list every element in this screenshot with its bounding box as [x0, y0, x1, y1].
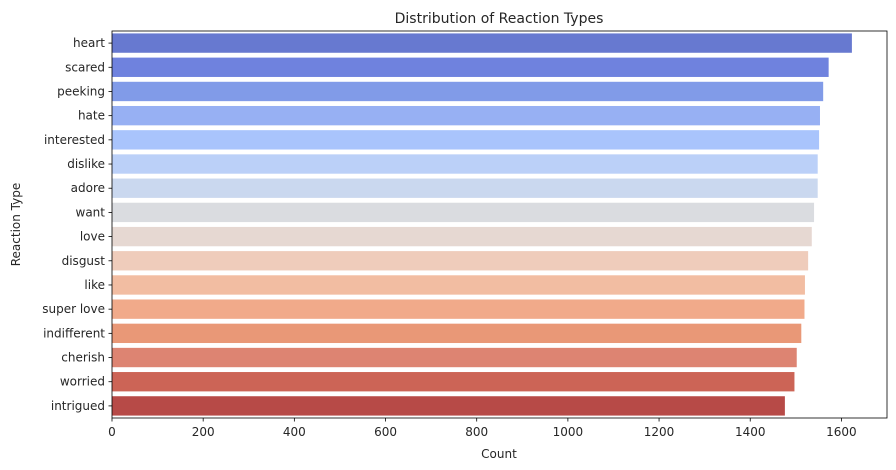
y-tick-label: like: [84, 278, 105, 292]
bar-heart: [112, 33, 852, 53]
bar-scared: [112, 57, 829, 77]
x-tick-label: 200: [192, 425, 215, 439]
y-tick-label: peeking: [57, 84, 105, 98]
y-tick-label: intrigued: [51, 399, 105, 413]
y-tick-label: love: [80, 230, 105, 244]
bars-group: [112, 33, 852, 416]
y-tick-label: dislike: [67, 157, 105, 171]
plot-frame: [111, 30, 888, 419]
bar-adore: [112, 178, 818, 198]
y-axis-ticks: heart scared peeking hate interested dislike a…: [42, 36, 112, 413]
x-tick-label: 800: [465, 425, 488, 439]
x-tick-label: 1600: [826, 425, 857, 439]
x-tick-label: 600: [374, 425, 397, 439]
y-tick-label: super love: [42, 302, 105, 316]
x-tick-label: 0: [108, 425, 116, 439]
x-tick-label: 400: [283, 425, 306, 439]
bar-super-love: [112, 299, 805, 319]
bar-intrigued: [112, 396, 785, 416]
bar-dislike: [112, 154, 818, 174]
y-tick-label: worried: [60, 375, 105, 389]
y-tick-label: adore: [71, 181, 105, 195]
y-tick-label: scared: [65, 60, 105, 74]
x-axis-title: Count: [481, 447, 517, 461]
bar-interested: [112, 130, 820, 150]
bar-love: [112, 226, 812, 247]
bar-cherish: [112, 347, 797, 368]
chart-title: Distribution of Reaction Types: [395, 11, 604, 27]
x-tick-label: 1000: [553, 425, 584, 439]
y-tick-label: disgust: [62, 254, 106, 268]
y-tick-label: interested: [44, 133, 105, 147]
y-axis-title: Reaction Type: [9, 183, 23, 267]
bar-worried: [112, 372, 795, 392]
y-tick-label: indifferent: [43, 326, 105, 340]
bar-indifferent: [112, 323, 802, 344]
y-tick-label: hate: [78, 109, 105, 123]
bar-disgust: [112, 251, 809, 271]
x-tick-label: 1200: [644, 425, 675, 439]
bar-want: [112, 202, 815, 223]
y-tick-label: want: [76, 205, 106, 219]
y-tick-label: cherish: [61, 351, 105, 365]
y-tick-label: heart: [73, 36, 105, 50]
bar-peeking: [112, 81, 824, 102]
x-tick-label: 1400: [735, 425, 766, 439]
x-axis-ticks: 0 200 400 600 800 1000 1200 1400 1600: [108, 418, 857, 439]
bar-hate: [112, 105, 820, 126]
bar-like: [112, 275, 805, 295]
